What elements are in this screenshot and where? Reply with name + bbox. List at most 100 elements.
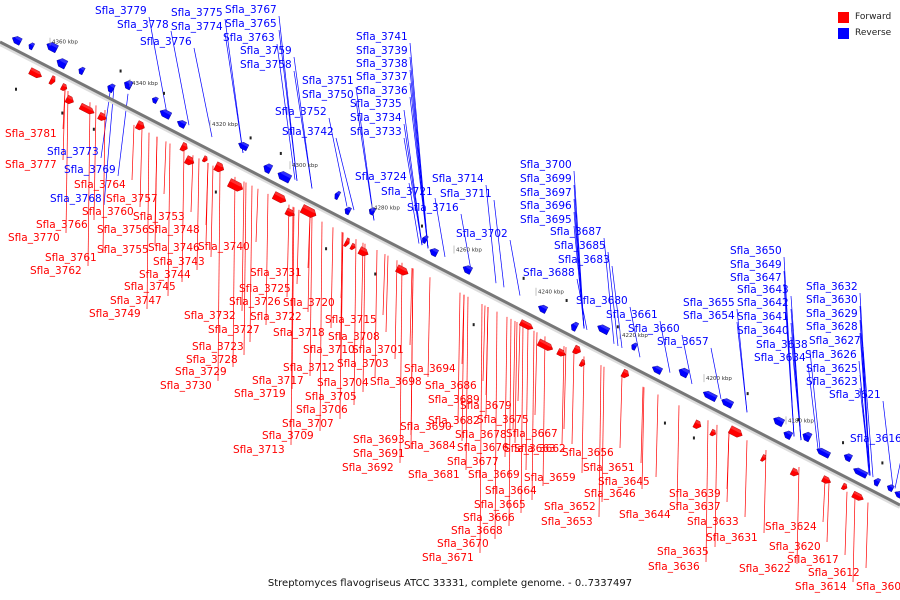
reverse-gene-label: Sfla_3629 — [806, 308, 858, 320]
forward-gene-label: Sfla_3622 — [739, 563, 791, 575]
leader-line — [865, 502, 869, 569]
reverse-gene — [651, 365, 664, 375]
legend-label: Reverse — [855, 28, 892, 38]
forward-gene-label: Sfla_3694 — [404, 363, 456, 375]
leader-line — [328, 117, 348, 207]
forward-gene — [556, 348, 567, 357]
forward-gene-label: Sfla_3663 — [504, 443, 556, 455]
leader-line — [783, 283, 795, 437]
tick-label: 4200 kbp — [706, 376, 732, 382]
leader-line — [131, 124, 135, 181]
reverse-gene-label: Sfla_3627 — [809, 335, 861, 347]
leader-line — [681, 334, 693, 385]
reverse-gene-label: Sfla_3654 — [683, 310, 735, 322]
forward-gene-label: Sfla_3624 — [765, 521, 817, 533]
forward-gene-label: Sfla_3744 — [139, 269, 191, 281]
leader-line — [862, 346, 874, 478]
reverse-gene-label: Sfla_3626 — [805, 349, 857, 361]
forward-gene — [518, 319, 534, 330]
reverse-gene — [802, 431, 813, 443]
forward-gene-label: Sfla_3709 — [262, 430, 314, 442]
leader-line — [403, 123, 423, 246]
forward-gene-label: Sfla_3644 — [619, 509, 671, 521]
reverse-swatch — [838, 27, 849, 39]
forward-gene — [184, 155, 196, 166]
reverse-gene-label: Sfla_3688 — [523, 267, 575, 279]
reverse-gene-label: Sfla_3632 — [806, 281, 858, 293]
leader-line — [822, 480, 826, 523]
reverse-gene-label: Sfla_3616 — [850, 433, 900, 445]
forward-gene-label: Sfla_3706 — [296, 404, 348, 416]
leader-line — [520, 325, 524, 514]
reverse-gene-label: Sfla_3751 — [302, 75, 354, 87]
reverse-gene — [631, 342, 638, 351]
leader-line — [603, 237, 615, 344]
reverse-gene-label: Sfla_3657 — [657, 336, 709, 348]
reverse-gene-label: Sfla_3734 — [350, 112, 402, 124]
reverse-gene-label: Sfla_3638 — [756, 339, 808, 351]
leader-line — [710, 347, 722, 399]
leader-line — [744, 440, 748, 518]
reverse-gene — [894, 490, 900, 500]
forward-gene-label: Sfla_3676 — [457, 442, 509, 454]
feature-mark — [119, 69, 122, 73]
leader-line — [205, 162, 209, 244]
leader-line — [508, 318, 512, 527]
leader-line — [542, 336, 546, 487]
axis-shadow — [0, 42, 900, 509]
leader-line — [531, 330, 535, 501]
forward-gene-label: Sfla_3766 — [36, 219, 88, 231]
reverse-gene — [107, 83, 116, 94]
leader-line — [493, 199, 505, 288]
forward-gene-label: Sfla_3726 — [229, 296, 281, 308]
reverse-gene-label: Sfla_3752 — [275, 106, 327, 118]
feature-mark — [522, 276, 525, 280]
leader-line — [844, 491, 848, 556]
reverse-gene-label: Sfla_3738 — [356, 58, 408, 70]
forward-gene-label: Sfla_3698 — [370, 376, 422, 388]
reverse-gene-label: Sfla_3643 — [737, 284, 789, 296]
legend: Forward Reverse — [838, 9, 891, 41]
leader-line — [139, 129, 143, 208]
axis-line — [0, 40, 900, 507]
forward-gene-label: Sfla_3692 — [342, 462, 394, 474]
forward-gene-label: Sfla_3705 — [305, 391, 357, 403]
forward-gene — [97, 111, 108, 121]
leader-line — [309, 216, 313, 377]
reverse-gene-label: Sfla_3775 — [171, 7, 223, 19]
leader-line — [601, 366, 605, 503]
leader-line — [504, 316, 508, 458]
forward-gene-label: Sfla_3690 — [400, 421, 452, 433]
leader-line — [598, 365, 602, 518]
leader-line — [340, 232, 344, 364]
reverse-gene-label: Sfla_3687 — [550, 226, 602, 238]
forward-gene-label: Sfla_3675 — [477, 414, 529, 426]
leader-line — [278, 29, 298, 181]
feature-mark — [565, 298, 568, 302]
genome-axis — [0, 40, 900, 509]
leader-line — [307, 215, 311, 313]
legend-item-forward: Forward — [838, 9, 891, 25]
leader-line — [512, 320, 516, 431]
reverse-gene-label: Sfla_3767 — [225, 4, 277, 16]
forward-gene-label: Sfla_3745 — [124, 281, 176, 293]
leader-line — [291, 207, 295, 390]
leader-line — [859, 387, 871, 476]
leader-line — [190, 155, 194, 213]
forward-gene — [572, 344, 582, 355]
forward-gene — [821, 475, 832, 484]
reverse-gene-label: Sfla_3625 — [806, 363, 858, 375]
forward-gene-label: Sfla_3614 — [795, 581, 847, 593]
forward-gene-label: Sfla_3729 — [175, 366, 227, 378]
leader-line — [763, 450, 767, 534]
reverse-gene-label: Sfla_3697 — [520, 187, 572, 199]
leader-line — [319, 221, 323, 432]
tick-label: 4340 kbp — [132, 81, 158, 87]
reverse-gene-label: Sfla_3640 — [737, 325, 789, 337]
reverse-gene — [597, 324, 611, 336]
reverse-gene-label: Sfla_3650 — [730, 245, 782, 257]
forward-gene-label: Sfla_3743 — [153, 256, 205, 268]
leader-line — [148, 16, 168, 114]
feature-mark — [92, 127, 95, 131]
feature-mark — [692, 436, 695, 440]
